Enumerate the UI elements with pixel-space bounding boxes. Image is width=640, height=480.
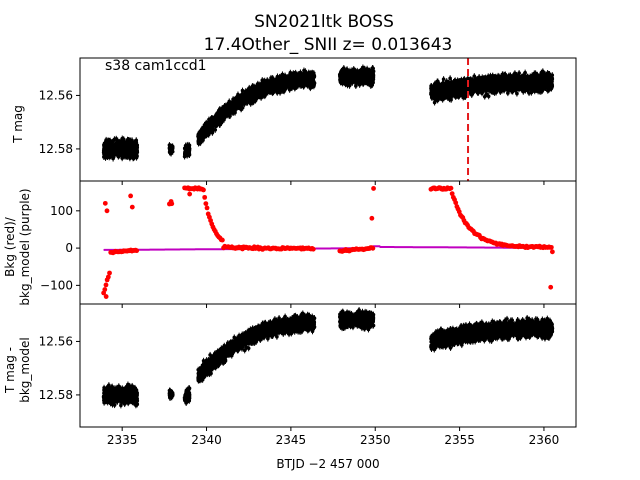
chart-title-line1: SN2021ltk BOSS [254,12,394,32]
data-point [135,145,140,150]
data-point [219,121,224,125]
data-point [135,150,140,155]
data-point [312,74,317,79]
data-point [187,153,192,157]
data-point [240,105,245,110]
data-point [110,140,115,144]
data-point [228,114,232,118]
data-points [101,64,555,162]
data-point [135,154,139,158]
data-point [275,90,280,95]
chart-title-line2: 17.4Other_ SNII z= 0.013643 [204,35,453,55]
data-point [187,147,192,151]
data-point [170,145,175,150]
data-point [240,88,245,93]
data-point [187,143,192,148]
data-point [312,81,317,86]
data-point [170,149,175,154]
data-point [213,128,218,132]
